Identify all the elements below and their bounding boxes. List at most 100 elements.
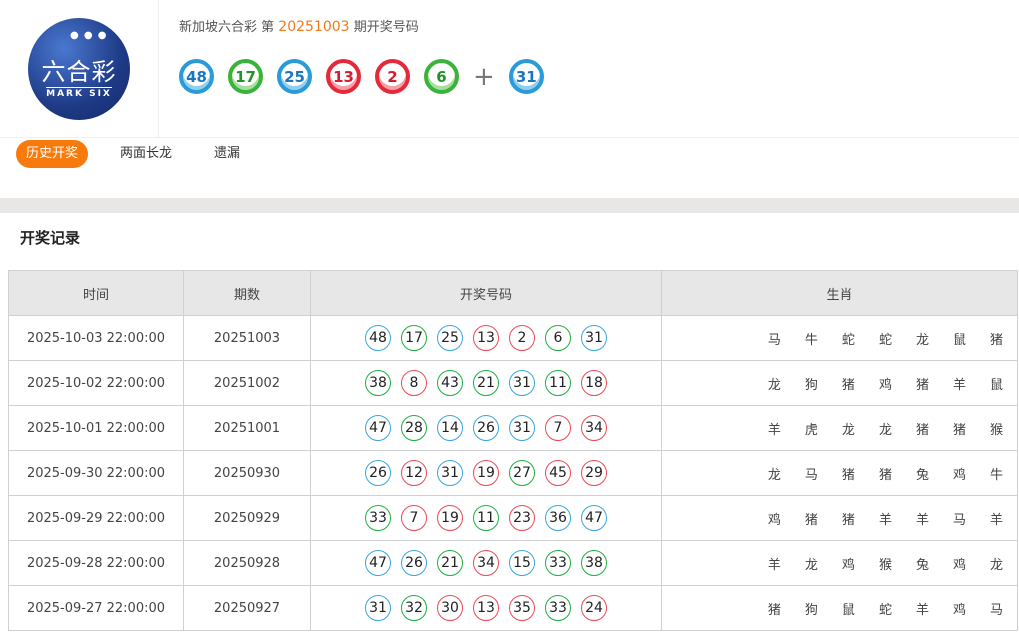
zodiac: 鼠 xyxy=(952,332,966,348)
mark-six-logo: ● ● ● 六合彩 MARK SIX xyxy=(28,17,130,120)
zodiac: 鼠 xyxy=(989,377,1003,393)
zodiac: 羊 xyxy=(878,512,892,528)
number-ball: 36 xyxy=(545,505,571,531)
number-ball: 29 xyxy=(581,460,607,486)
number-ball: 33 xyxy=(545,595,571,621)
draw-numbers: 31 32 30 13 35 33 24 xyxy=(310,585,662,631)
number-list: 47 26 21 34 15 33 38 xyxy=(311,550,661,576)
zodiac: 狗 xyxy=(804,377,818,393)
plus-sign: + xyxy=(473,61,495,92)
zodiac: 龙 xyxy=(767,377,781,393)
number-ball: 24 xyxy=(581,595,607,621)
ball: 2 xyxy=(375,59,410,94)
draw-time: 2025-09-30 22:00:00 xyxy=(8,450,184,496)
table-row: 2025-09-30 22:00:00 20250930 26 12 31 19 27 45 2… xyxy=(8,450,1018,496)
zodiac: 蛇 xyxy=(878,332,892,348)
ball: 25 xyxy=(277,59,312,94)
tab-1[interactable]: 两面长龙 xyxy=(120,146,173,161)
number-ball: 7 xyxy=(401,505,427,531)
column-header: 时间 xyxy=(8,270,184,316)
zodiac: 牛 xyxy=(804,332,818,348)
number-ball: 33 xyxy=(365,505,391,531)
zodiac-cell: 羊虎龙龙猪猪猴 xyxy=(661,405,1018,451)
number-ball: 47 xyxy=(581,505,607,531)
number-ball: 34 xyxy=(473,550,499,576)
number-ball: 43 xyxy=(437,370,463,396)
header: ● ● ● 六合彩 MARK SIX 新加坡六合彩 第 20251003 期开奖… xyxy=(0,0,1019,138)
zodiac-cell: 羊龙鸡猴兔鸡龙 xyxy=(661,540,1018,586)
zodiac: 猪 xyxy=(989,332,1003,348)
number-ball: 45 xyxy=(545,460,571,486)
tab-2[interactable]: 遗漏 xyxy=(214,146,241,161)
number-ball: 26 xyxy=(401,550,427,576)
draw-issue: 20251002 xyxy=(183,360,311,406)
number-ball: 35 xyxy=(509,595,535,621)
zodiac-list: 猪狗鼠蛇羊鸡马 xyxy=(662,599,1017,618)
draw-time: 2025-09-28 22:00:00 xyxy=(8,540,184,586)
table-row: 2025-09-29 22:00:00 20250929 33 7 19 11 23 36 47… xyxy=(8,495,1018,541)
draw-numbers: 47 26 21 34 15 33 38 xyxy=(310,540,662,586)
title-prefix: 新加坡六合彩 第 xyxy=(179,20,275,35)
number-ball: 32 xyxy=(401,595,427,621)
number-ball: 34 xyxy=(581,415,607,441)
number-ball: 38 xyxy=(365,370,391,396)
divider xyxy=(0,198,1019,213)
section-title: 开奖记录 xyxy=(20,229,81,247)
zodiac: 狗 xyxy=(804,602,818,618)
number-ball: 31 xyxy=(509,415,535,441)
number-ball: 2 xyxy=(509,325,535,351)
zodiac: 猪 xyxy=(952,422,966,438)
number-ball: 38 xyxy=(581,550,607,576)
draw-issue: 20250927 xyxy=(183,585,311,631)
zodiac: 羊 xyxy=(952,377,966,393)
draw-numbers: 48 17 25 13 2 6 31 xyxy=(310,315,662,361)
zodiac: 羊 xyxy=(915,602,929,618)
zodiac: 猪 xyxy=(841,467,855,483)
table-row: 2025-10-03 22:00:00 20251003 48 17 25 13 2 6 31 马… xyxy=(8,315,1018,361)
zodiac: 羊 xyxy=(915,512,929,528)
table-row: 2025-10-02 22:00:00 20251002 38 8 43 21 31 11 18… xyxy=(8,360,1018,406)
column-header: 期数 xyxy=(183,270,311,316)
zodiac: 猪 xyxy=(841,377,855,393)
zodiac-cell: 鸡猪猪羊羊马羊 xyxy=(661,495,1018,541)
draw-numbers: 26 12 31 19 27 45 29 xyxy=(310,450,662,496)
number-ball: 15 xyxy=(509,550,535,576)
draw-issue: 20250928 xyxy=(183,540,311,586)
logo: ● ● ● 六合彩 MARK SIX xyxy=(0,0,159,137)
number-list: 26 12 31 19 27 45 29 xyxy=(311,460,661,486)
ball: 17 xyxy=(228,59,263,94)
number-ball: 30 xyxy=(437,595,463,621)
number-ball: 28 xyxy=(401,415,427,441)
number-list: 47 28 14 26 31 7 34 xyxy=(311,415,661,441)
zodiac: 龙 xyxy=(841,422,855,438)
column-header: 生肖 xyxy=(661,270,1018,316)
zodiac: 马 xyxy=(952,512,966,528)
zodiac-cell: 龙马猪猪兔鸡牛 xyxy=(661,450,1018,496)
number-list: 31 32 30 13 35 33 24 xyxy=(311,595,661,621)
zodiac-list: 鸡猪猪羊羊马羊 xyxy=(662,509,1017,528)
number-ball: 47 xyxy=(365,415,391,441)
zodiac-list: 马牛蛇蛇龙鼠猪 xyxy=(662,329,1017,348)
number-ball: 14 xyxy=(437,415,463,441)
zodiac: 羊 xyxy=(767,422,781,438)
zodiac: 龙 xyxy=(804,557,818,573)
results-table: 时间 期数 开奖号码 生肖 2025-10-03 22:00:00 20251003 48… xyxy=(8,270,1018,631)
tab-0[interactable]: 历史开奖 xyxy=(16,140,89,168)
draw-title: 新加坡六合彩 第 20251003 期开奖号码 xyxy=(179,16,544,35)
number-ball: 26 xyxy=(365,460,391,486)
draw-issue: 20251001 xyxy=(183,405,311,451)
logo-dots: ● ● ● xyxy=(70,29,108,41)
draw-numbers: 47 28 14 26 31 7 34 xyxy=(310,405,662,451)
zodiac: 虎 xyxy=(804,422,818,438)
number-ball: 13 xyxy=(473,595,499,621)
ball: 13 xyxy=(326,59,361,94)
zodiac: 猪 xyxy=(915,377,929,393)
draw-issue: 20250930 xyxy=(183,450,311,496)
zodiac-cell: 猪狗鼠蛇羊鸡马 xyxy=(661,585,1018,631)
number-ball: 19 xyxy=(437,505,463,531)
number-ball: 48 xyxy=(365,325,391,351)
zodiac: 兔 xyxy=(915,467,929,483)
ball: 48 xyxy=(179,59,214,94)
zodiac: 鸡 xyxy=(878,377,892,393)
draw-time: 2025-10-01 22:00:00 xyxy=(8,405,184,451)
